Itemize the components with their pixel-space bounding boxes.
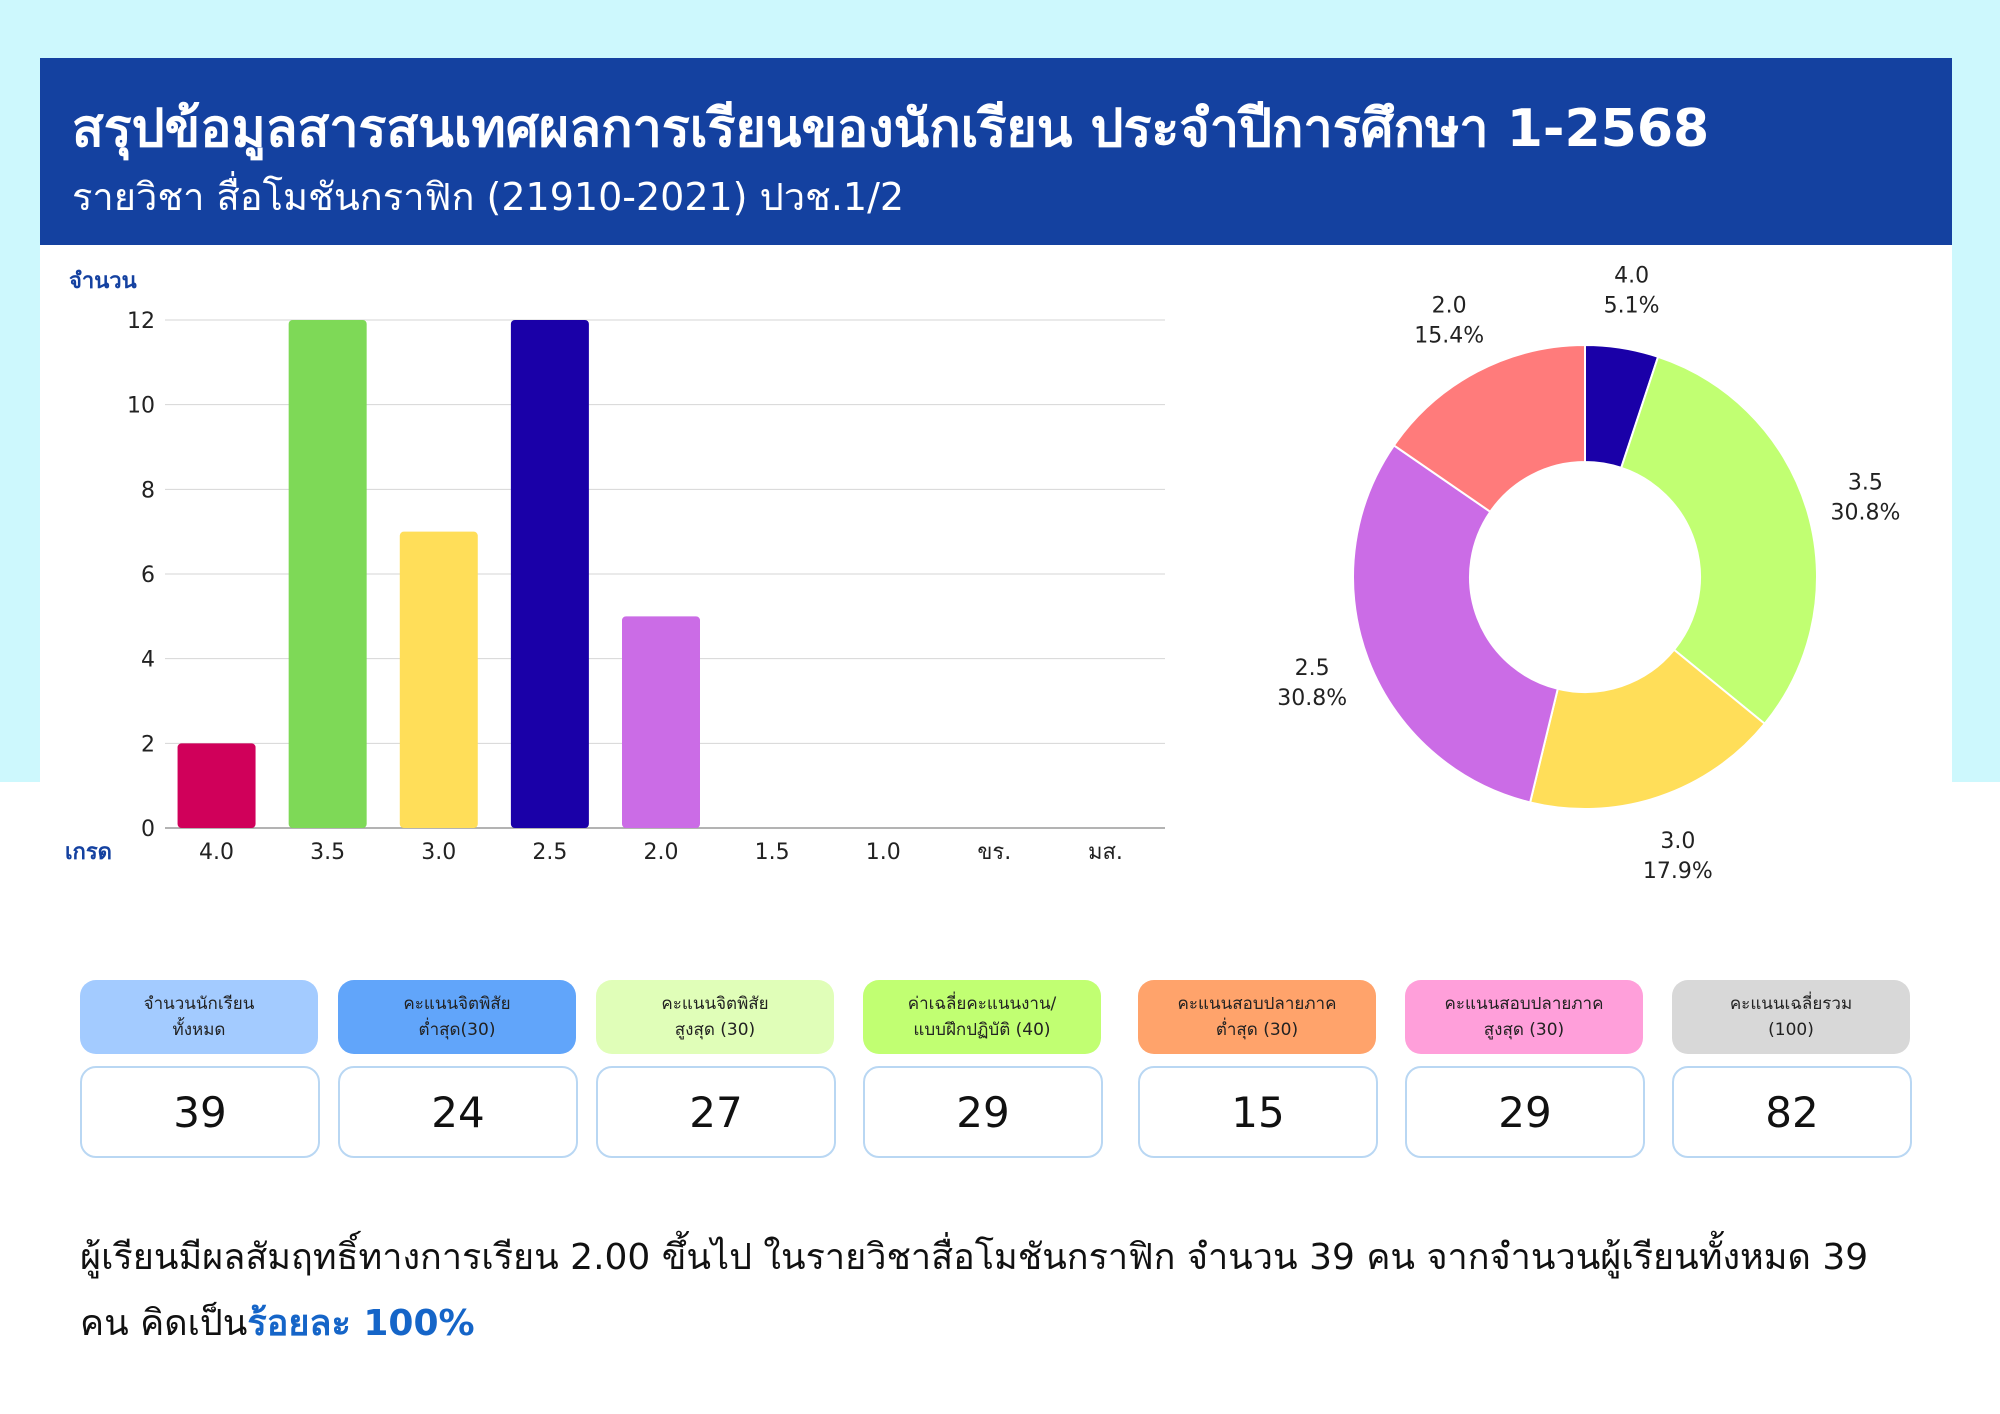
stat-label: คะแนนสอบปลายภาค ต่ำสุด (30)	[1138, 980, 1376, 1054]
stat-value: 27	[596, 1066, 836, 1158]
donut-slice	[1392, 343, 1586, 514]
x-axis-label: เกรด	[65, 840, 112, 865]
x-tick-label: 4.0	[199, 840, 234, 865]
grade-donut-chart: 4.0 5.1% 3.5 30.8% 3.0 17.9% 2.5 30.8% 2.0 15.4%	[1277, 264, 1900, 884]
stat-label: คะแนนจิตพิสัย สูงสุด (30)	[596, 980, 834, 1054]
bar	[622, 616, 700, 828]
slice-label: 4.0	[1614, 264, 1649, 289]
stat-value: 39	[80, 1066, 320, 1158]
page-subtitle: รายวิชา สื่อโมชันกราฟิก (21910-2021) ปวช…	[72, 175, 905, 219]
donut-slice	[1528, 648, 1767, 810]
stat-value: 24	[338, 1066, 578, 1158]
x-tick-label: 1.0	[866, 840, 901, 865]
y-tick-label: 6	[141, 563, 155, 588]
y-tick-label: 12	[127, 309, 155, 334]
x-tick-label: มส.	[1088, 840, 1123, 865]
x-tick-label: 3.0	[421, 840, 456, 865]
slice-percent-label: 5.1%	[1604, 294, 1660, 319]
stat-label: คะแนนเฉลี่ยรวม (100)	[1672, 980, 1910, 1054]
slice-percent-label: 30.8%	[1277, 686, 1347, 711]
x-tick-label: 1.5	[755, 840, 790, 865]
stat-label: จำนวนนักเรียน ทั้งหมด	[80, 980, 318, 1054]
summary-text: ผู้เรียนมีผลสัมฤทธิ์ทางการเรียน 2.00 ขึ้…	[80, 1225, 1920, 1357]
slice-label: 3.0	[1660, 829, 1695, 854]
y-tick-label: 0	[141, 817, 155, 842]
bar	[510, 320, 589, 828]
y-tick-label: 4	[141, 648, 155, 673]
summary-highlight: ร้อยละ 100%	[247, 1303, 475, 1344]
summary-body: ผู้เรียนมีผลสัมฤทธิ์ทางการเรียน 2.00 ขึ้…	[80, 1237, 1869, 1344]
x-tick-label: 3.5	[310, 840, 345, 865]
donut-slice	[1619, 355, 1818, 726]
bar	[177, 743, 256, 828]
stat-value: 29	[863, 1066, 1103, 1158]
slice-percent-label: 30.8%	[1830, 501, 1900, 526]
slice-percent-label: 17.9%	[1643, 859, 1713, 884]
stat-value: 29	[1405, 1066, 1645, 1158]
stat-value: 82	[1672, 1066, 1912, 1158]
stat-value: 15	[1138, 1066, 1378, 1158]
page-title: สรุปข้อมูลสารสนเทศผลการเรียนของนักเรียน …	[72, 99, 1710, 159]
slice-label: 2.0	[1432, 294, 1467, 319]
bar	[399, 531, 478, 828]
donut-slice	[1352, 444, 1560, 804]
y-axis-label: จำนวน	[69, 269, 137, 294]
x-tick-label: ขร.	[977, 840, 1011, 865]
stat-label: ค่าเฉลี่ยคะแนนงาน/ แบบฝึกปฏิบัติ (40)	[863, 980, 1101, 1054]
y-tick-label: 8	[141, 478, 155, 503]
x-tick-label: 2.5	[532, 840, 567, 865]
bar	[288, 320, 367, 828]
slice-label: 3.5	[1848, 471, 1883, 496]
x-tick-label: 2.0	[644, 840, 679, 865]
slice-label: 2.5	[1295, 656, 1330, 681]
header-banner: สรุปข้อมูลสารสนเทศผลการเรียนของนักเรียน …	[40, 58, 1952, 245]
stat-label: คะแนนจิตพิสัย ต่ำสุด(30)	[338, 980, 576, 1054]
slice-percent-label: 15.4%	[1414, 324, 1484, 349]
stat-label: คะแนนสอบปลายภาค สูงสุด (30)	[1405, 980, 1643, 1054]
y-tick-label: 10	[127, 394, 155, 419]
y-tick-label: 2	[141, 732, 155, 757]
